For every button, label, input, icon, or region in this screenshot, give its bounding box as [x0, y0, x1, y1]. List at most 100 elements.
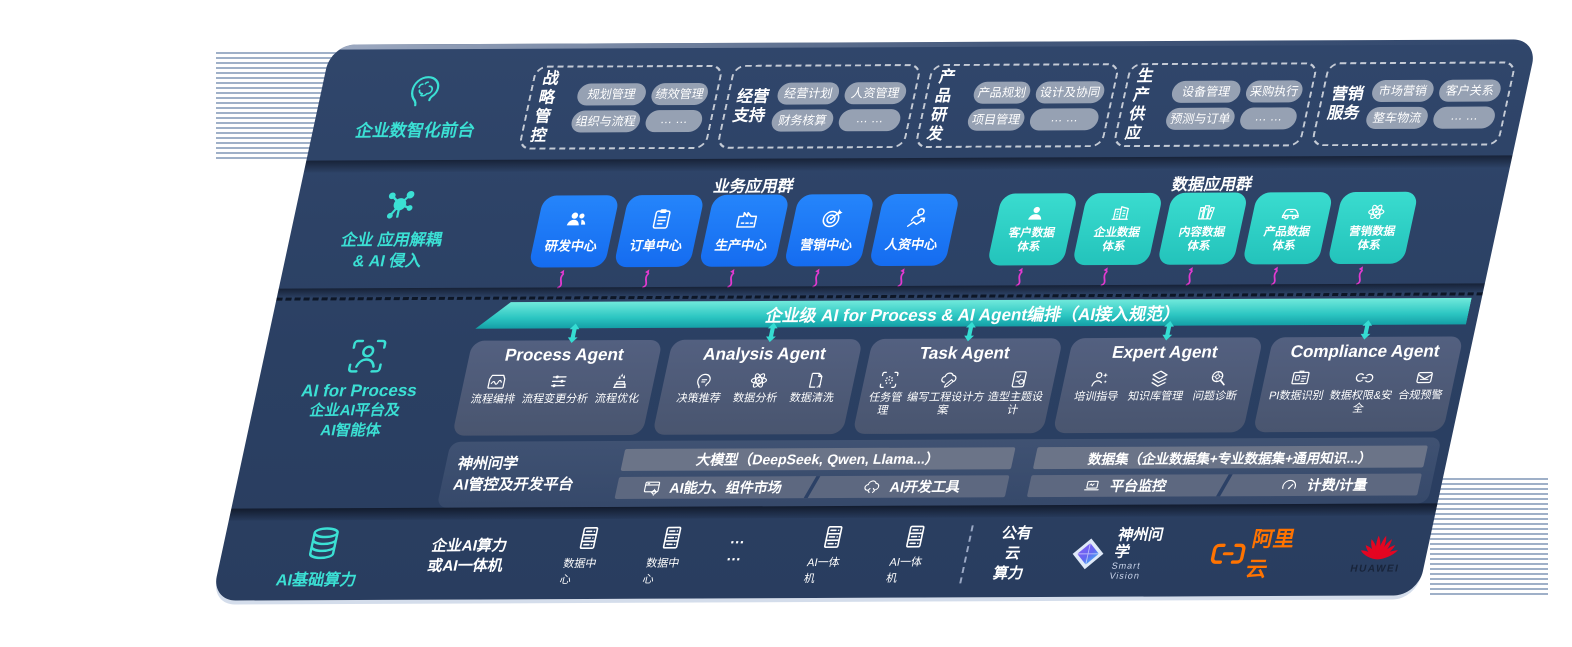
agent-item: 知识库管理: [1126, 369, 1189, 404]
updown-arrow-icon: [1360, 320, 1372, 340]
shenzhou-subtitle: Smart Vision: [1108, 560, 1142, 581]
infra-label-block: AI基础算力: [254, 524, 389, 591]
infra-label: AI基础算力: [274, 572, 358, 590]
atom-icon: [747, 371, 771, 391]
agent-item: PI数据识别: [1267, 368, 1329, 403]
agent-item: 流程优化: [593, 371, 645, 406]
factory-icon: [732, 207, 761, 231]
alibaba-brackets-icon: [1210, 543, 1246, 564]
agent-label-line2: 企业AI平台及: [307, 402, 402, 420]
dashed-vertical-divider: [959, 525, 974, 584]
module-chip: 预测与订单: [1164, 107, 1237, 130]
agent-label-block: AI for Process 企业AI平台及 AI智能体: [247, 341, 473, 440]
huawei-logo: HUAWEI: [1349, 531, 1407, 574]
agent-item: 决策推荐: [675, 371, 727, 406]
platform-layer: 神州问学 AI管控及开发平台 大模型（DeepSeek, Qwen, Llama…: [436, 437, 1442, 509]
app-card-rd-center: 研发中心: [528, 194, 620, 268]
tool-billing: 计费/计量: [1226, 474, 1422, 497]
server-icon: [573, 525, 605, 551]
app-card-marketing-center: 营销中心: [783, 193, 876, 267]
front-office-label-block: 企业数智化前台: [306, 50, 535, 161]
business-app-group: 业务应用群 研发中心 订单中心: [524, 171, 965, 289]
module-chip: 产品规划: [971, 81, 1033, 104]
agent-card-expert: Expert Agent 培训指导 知识库管理 问题诊断: [1052, 337, 1264, 434]
search-diagnose-icon: [1206, 369, 1230, 389]
agent-item: 流程编排: [469, 372, 521, 407]
module-chip: 设计及协同: [1033, 80, 1107, 104]
data-card-content: 内容数据 体系: [1156, 192, 1249, 265]
front-group-operations: 经营 支持 经营计划 人资管理 财务核算 … …: [715, 64, 923, 149]
alibaba-cloud-logo: 阿里云: [1204, 523, 1314, 583]
front-group-title: 营销 服务: [1325, 85, 1366, 123]
updown-arrow-icon: [567, 323, 579, 344]
model-bar: 大模型（DeepSeek, Qwen, Llama...）: [620, 447, 1016, 472]
magenta-arrow-icon: [557, 269, 565, 289]
magenta-arrow-icon: [1185, 266, 1193, 286]
tool-ai-capability: AI能力、组件市场: [614, 476, 810, 499]
agent-item: 合规预警: [1397, 368, 1449, 403]
huawei-name: HUAWEI: [1349, 562, 1401, 575]
shenzhou-logo: 神州问学 Smart Vision: [1064, 526, 1179, 581]
enterprise-compute-line1: 企业AI算力: [430, 537, 509, 555]
infrastructure-layer: AI基础算力 企业AI算力 或AI一体机 数据中心 数据中心 … … AI一体机 …: [212, 515, 1435, 600]
ellipsis-text: … …: [724, 530, 751, 565]
module-chip: 绩效管理: [649, 82, 711, 105]
public-cloud-line2: 算力: [991, 565, 1026, 583]
module-chip: 组织与流程: [569, 109, 643, 133]
tool-ai-devtools: AI开发工具: [814, 476, 1010, 499]
agent-item: 数据分析: [732, 371, 784, 406]
application-layer: 企业 应用解耦 & AI 侵入 业务应用群 研发中心: [279, 167, 1510, 289]
module-chip: 设备管理: [1169, 80, 1243, 103]
flow-wave-icon: [484, 372, 508, 392]
front-office-layer: 企业数智化前台 战略 管控 规划管理 绩效管理 组织与流程 … … 经营 支持 经营…: [306, 39, 1537, 160]
public-cloud-line1: 公有云: [1000, 524, 1034, 563]
front-group-title: 战略 管控: [528, 70, 561, 145]
module-chip: 财务核算: [769, 108, 836, 132]
infra-node-ai-appliance: AI一体机: [885, 524, 939, 586]
magenta-arrow-icon: [1270, 266, 1278, 286]
front-group-product: 产品 研发 产品规划 设计及协同 项目管理 … …: [914, 63, 1121, 148]
car-icon: [1279, 203, 1303, 223]
module-chip: 市场营销: [1370, 79, 1436, 102]
module-chip: 整车物流: [1364, 106, 1431, 129]
infra-node-datacenter: 数据中心: [641, 525, 695, 587]
data-app-group: 数据应用群 客户数据 体系 企业数据 体系: [983, 169, 1424, 287]
magenta-arrow-icon: [1100, 266, 1108, 286]
business-group-title: 业务应用群: [711, 178, 796, 196]
module-chip: … …: [1238, 106, 1299, 130]
module-chip: 采购执行: [1243, 79, 1305, 103]
clipboard-icon: [647, 207, 676, 231]
brain-icon: [400, 70, 449, 110]
module-chip: 经营计划: [775, 81, 842, 105]
platform-tools-left: AI能力、组件市场 AI开发工具: [614, 475, 1010, 500]
app-card-order-center: 订单中心: [613, 194, 706, 267]
magenta-arrow-icon: [812, 268, 820, 288]
updown-arrow-icon: [963, 322, 976, 342]
agent-card-compliance: Compliance Agent PI数据识别 数据权限&安全 合规预警: [1252, 336, 1464, 433]
magenta-arrow-icon: [727, 268, 735, 288]
agent-item: 数据权限&安全: [1324, 368, 1400, 416]
agent-label-line3: AI智能体: [318, 421, 383, 440]
magenta-arrow-icon: [897, 267, 905, 287]
agent-label-line1: AI for Process: [299, 381, 419, 401]
server-icon: [817, 524, 849, 550]
infra-node-ai-appliance: AI一体机: [802, 524, 856, 586]
molecule-icon: [376, 187, 422, 225]
front-group-title: 产品 研发: [925, 68, 958, 144]
agent-card-task: Task Agent 任务管理 编写工程设计方案 造型主题设计: [852, 338, 1064, 435]
data-group-title: 数据应用群: [1170, 176, 1255, 194]
person-spark-icon: [1088, 369, 1112, 389]
updown-arrow-icon: [1161, 321, 1174, 341]
agent-item: 造型主题设计: [982, 369, 1050, 417]
module-chip: … …: [1431, 105, 1498, 129]
shenzhou-diamond-icon: [1072, 538, 1104, 570]
application-label-block: 企业 应用解耦 & AI 侵入: [279, 171, 509, 288]
agent-item: 编写工程设计方案: [903, 370, 991, 418]
enterprise-compute-line2: 或AI一体机: [425, 557, 505, 575]
data-card-enterprise: 企业数据 体系: [1071, 192, 1164, 265]
module-chip: 规划管理: [575, 82, 649, 106]
laptop-chart-icon: [1081, 477, 1103, 495]
id-card-icon: [1288, 368, 1312, 388]
cloud-code-icon: [861, 478, 883, 496]
